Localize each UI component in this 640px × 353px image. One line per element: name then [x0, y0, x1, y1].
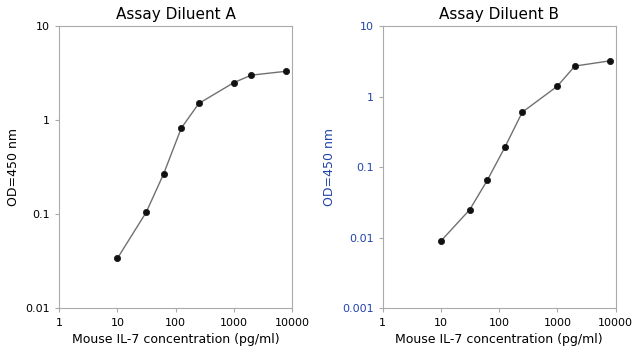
Title: Assay Diluent B: Assay Diluent B — [439, 7, 559, 22]
X-axis label: Mouse IL-7 concentration (pg/ml): Mouse IL-7 concentration (pg/ml) — [72, 333, 280, 346]
Title: Assay Diluent A: Assay Diluent A — [116, 7, 236, 22]
Y-axis label: OD=450 nm: OD=450 nm — [7, 128, 20, 206]
X-axis label: Mouse IL-7 concentration (pg/ml): Mouse IL-7 concentration (pg/ml) — [396, 333, 603, 346]
Y-axis label: OD=450 nm: OD=450 nm — [323, 128, 337, 206]
